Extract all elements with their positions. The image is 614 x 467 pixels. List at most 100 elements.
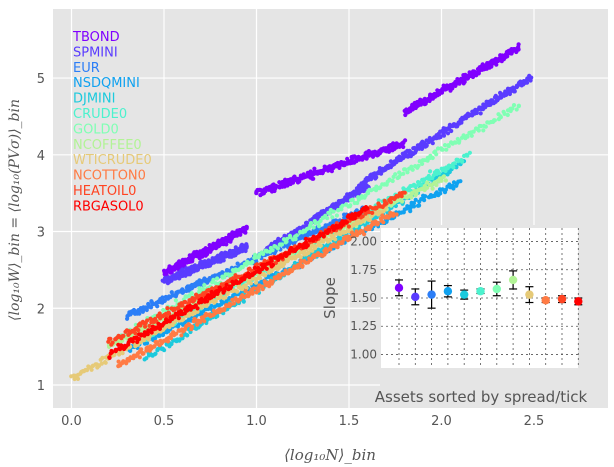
data-point [443,187,448,192]
legend-entry-tbond: TBOND [72,30,120,45]
data-point [198,320,203,325]
data-point [346,224,351,229]
data-point [303,236,308,241]
data-point [417,159,422,164]
data-point [256,288,261,293]
data-point [294,233,299,238]
data-point [222,306,227,311]
data-point [365,206,370,211]
data-point [452,161,457,166]
data-point [277,275,282,280]
data-point [218,295,223,300]
data-point [240,265,245,270]
data-point [437,171,442,176]
data-point [306,250,311,255]
data-point [430,155,435,161]
inset-point-rbgasol0 [574,297,583,306]
data-point [516,42,521,47]
data-point [401,144,406,150]
legend-entry-djmini: DJMINI [73,92,115,107]
data-point [305,243,310,248]
data-point [333,237,338,242]
data-point [252,265,257,270]
data-point [492,118,497,123]
data-point [221,258,226,263]
data-point [483,124,488,129]
data-point [318,218,323,223]
data-point [202,319,207,324]
data-point [287,233,293,238]
data-point [173,298,178,303]
data-point [426,177,432,182]
inset-marker [541,296,550,305]
main-y-ticks: 1 2 3 4 5 [37,72,45,394]
data-point [211,277,216,282]
data-point [254,191,259,196]
data-point [460,159,465,164]
data-point [442,143,448,148]
data-point [253,280,259,285]
legend-entry-rbgasol0: RBGASOL0 [73,199,144,214]
data-point [402,190,407,195]
data-point [165,339,171,344]
data-point [144,307,149,313]
data-point [250,291,255,296]
legend-entry-wticrude0: WTICRUDE0 [73,153,152,168]
data-point [152,344,157,349]
data-point [441,175,446,180]
data-point [422,198,427,203]
data-point [414,191,419,196]
inset-y-tick-label: 1.75 [350,263,377,277]
data-point [120,351,125,356]
data-point [145,341,150,346]
data-point [337,165,342,170]
data-point [331,209,336,214]
data-point [367,218,372,223]
data-point [247,278,252,283]
data-point [405,206,410,211]
data-point [350,197,355,202]
data-point [416,163,421,168]
data-point [174,331,179,336]
data-point [454,165,459,170]
main-x-axis-label: ⟨log₁₀N⟩_bin [284,446,376,464]
data-point [168,336,174,341]
data-point [349,230,355,235]
data-point [103,360,108,365]
data-point [195,322,200,327]
data-point [328,237,333,242]
data-point [255,262,260,267]
data-point [374,188,379,193]
inset-marker [394,283,404,293]
data-point [327,211,333,216]
data-point [181,311,186,316]
data-point [411,201,416,206]
data-point [525,80,530,85]
inset-point-crude0 [476,287,485,296]
data-point [243,248,248,254]
data-point [126,342,131,347]
data-point [413,197,418,202]
data-point [224,242,229,247]
data-point [235,289,240,294]
data-point [401,171,406,176]
inset-marker [574,297,583,306]
inset-marker [508,275,518,285]
data-point [238,232,243,237]
inset-y-tick-label: 2.00 [350,235,377,249]
data-point [279,242,285,247]
data-point [330,215,335,220]
data-point [204,303,209,308]
inset-y-tick-label: 1.25 [350,319,377,333]
data-point [424,143,429,148]
data-point [440,147,445,152]
data-point [465,153,470,158]
data-point [133,331,138,336]
data-point [457,138,462,143]
data-point [378,185,383,190]
data-point [443,178,448,183]
data-point [514,107,519,112]
data-point [244,244,249,249]
data-point [144,356,149,361]
data-point [379,171,384,176]
